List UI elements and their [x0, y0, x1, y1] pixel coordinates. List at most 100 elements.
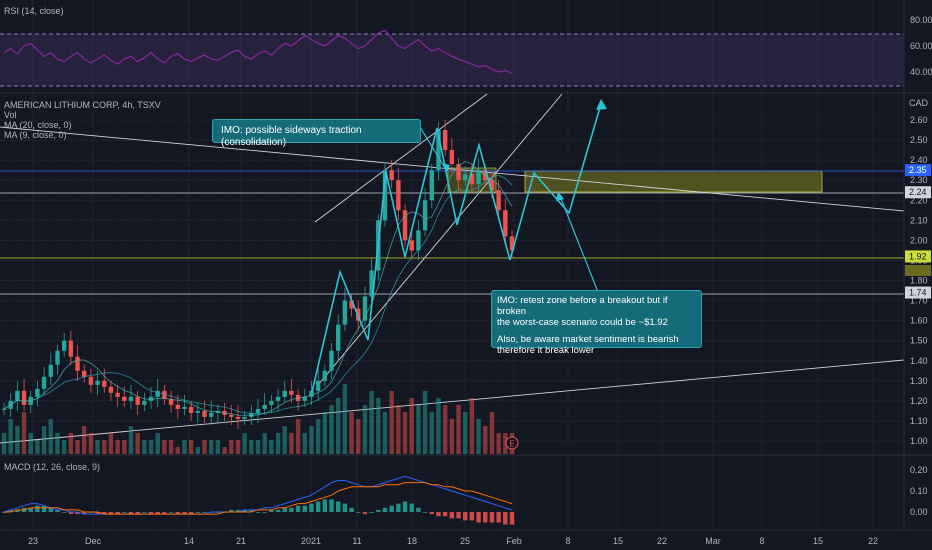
volume-bar	[68, 433, 74, 454]
price-tick: 2.20	[910, 195, 928, 205]
volume-bar	[496, 433, 501, 454]
volume-bar	[436, 398, 441, 454]
candle-body	[429, 170, 434, 201]
volume-bar	[1, 433, 7, 454]
macd-hist-bar	[95, 512, 100, 515]
retest-zone	[524, 170, 823, 193]
volume-bar	[235, 440, 241, 454]
callout1-text: IMO: possible sideways traction (consoli…	[221, 125, 362, 148]
macd-hist-bar	[483, 512, 488, 523]
candle-body	[235, 416, 241, 419]
macd-hist-bar	[262, 512, 267, 513]
volume-bar	[369, 391, 374, 454]
volume-bar	[115, 440, 120, 454]
macd-hist-bar	[469, 512, 475, 521]
macd-hist-bar	[48, 507, 53, 512]
ma9-label[interactable]: MA (9, close, 0)	[4, 130, 67, 140]
price-tick: 1.80	[910, 276, 928, 286]
time-axis[interactable]: 23 Dec 14 21 2021 11 18 25 Feb 8 15 22 Mar 8 15 22	[28, 536, 878, 546]
macd-hist-bar	[188, 512, 194, 515]
candle-body	[15, 390, 20, 401]
macd-hist-bar	[68, 512, 74, 515]
macd-hist-bar	[108, 512, 114, 515]
macd-hist-bar	[449, 512, 455, 519]
volume-bar	[456, 405, 461, 454]
candle-body	[162, 390, 167, 399]
price-tick: 1.00	[910, 436, 928, 446]
macd-hist-bar	[489, 512, 495, 523]
macd-hist-bar	[336, 501, 341, 512]
macd-hist-bar	[302, 505, 307, 512]
volume-bar	[469, 398, 475, 454]
macd-hist-bar	[282, 507, 287, 512]
callout-retest[interactable]: IMO: retest zone before a breakout but i…	[491, 290, 702, 356]
macd-hist-bar	[409, 503, 414, 512]
macd-hist-bar	[135, 512, 140, 515]
volume-bar	[376, 398, 381, 454]
price-tick: 1.60	[910, 316, 928, 326]
earnings-marker[interactable]	[505, 436, 519, 450]
time-tick: 25	[460, 536, 470, 546]
time-tick: 8	[565, 536, 570, 546]
macd-hist-bar	[35, 505, 40, 512]
earnings-marker-label: E	[509, 440, 514, 449]
macd-hist-bar	[376, 509, 381, 512]
vol-label[interactable]: Vol	[4, 110, 17, 120]
volume-bar	[95, 440, 100, 454]
volume-bar	[262, 433, 267, 454]
volume-bar	[242, 433, 247, 454]
candle-body	[102, 380, 107, 387]
macd-label[interactable]: MACD (12, 26, close, 9)	[4, 462, 101, 472]
volume-bar	[122, 440, 127, 454]
candle-body	[255, 408, 261, 413]
candle-body	[509, 236, 515, 251]
price-tick: 1.50	[910, 336, 928, 346]
callout-consolidation[interactable]: IMO: possible sideways traction (consoli…	[212, 119, 421, 148]
currency-label: CAD	[909, 98, 929, 108]
macd-tick: 0.00	[910, 507, 928, 517]
ma20-label[interactable]: MA (20, close, 0)	[4, 120, 72, 130]
macd-hist-bar	[496, 512, 501, 523]
macd-hist-bar	[102, 512, 107, 515]
price-axis[interactable]: 2.602.502.402.302.202.102.001.901.801.70…	[910, 15, 932, 517]
callout2-line2: the worst-case scenario could be ~$1.92	[497, 317, 668, 328]
candle-body	[262, 404, 267, 409]
volume-bar	[349, 412, 354, 454]
volume-bar	[362, 405, 368, 454]
macd-hist-bar	[289, 507, 294, 512]
ma9-line	[3, 161, 513, 416]
rsi-tick: 40.00	[910, 67, 932, 77]
channel-upper-line	[314, 93, 488, 223]
volume-bar	[35, 440, 40, 454]
price-tick: 1.30	[910, 376, 928, 386]
candle-body	[55, 350, 60, 365]
candle-body	[389, 170, 394, 181]
macd-histogram	[1, 499, 515, 525]
time-tick: 23	[28, 536, 38, 546]
macd-hist-bar	[122, 512, 127, 513]
volume-bar	[175, 447, 180, 454]
symbol-label[interactable]: AMERICAN LITHIUM CORP, 4h, TSXV	[4, 100, 161, 110]
macd-hist-bar	[28, 507, 33, 512]
rsi-tick: 80.00	[910, 15, 932, 25]
price-tick: 1.10	[910, 416, 928, 426]
macd-hist-bar	[168, 512, 174, 513]
volume-bar	[422, 391, 428, 454]
candle-body	[115, 392, 120, 397]
macd-hist-bar	[362, 512, 368, 515]
macd-hist-bar	[442, 512, 448, 517]
candle-body	[362, 296, 368, 321]
macd-hist-bar	[182, 512, 187, 515]
time-tick: Dec	[85, 536, 102, 546]
candle-body	[449, 150, 455, 165]
callout2-line1: IMO: retest zone before a breakout but i…	[497, 295, 668, 317]
price-tick: 1.70	[910, 296, 928, 306]
candle-body	[122, 396, 127, 401]
time-tick: 14	[184, 536, 194, 546]
macd-hist-bar	[402, 501, 408, 512]
volume-bar	[222, 447, 227, 454]
price-label-text: 2.24	[909, 187, 927, 197]
price-label-box	[905, 250, 931, 263]
macd-hist-bar	[229, 509, 234, 512]
